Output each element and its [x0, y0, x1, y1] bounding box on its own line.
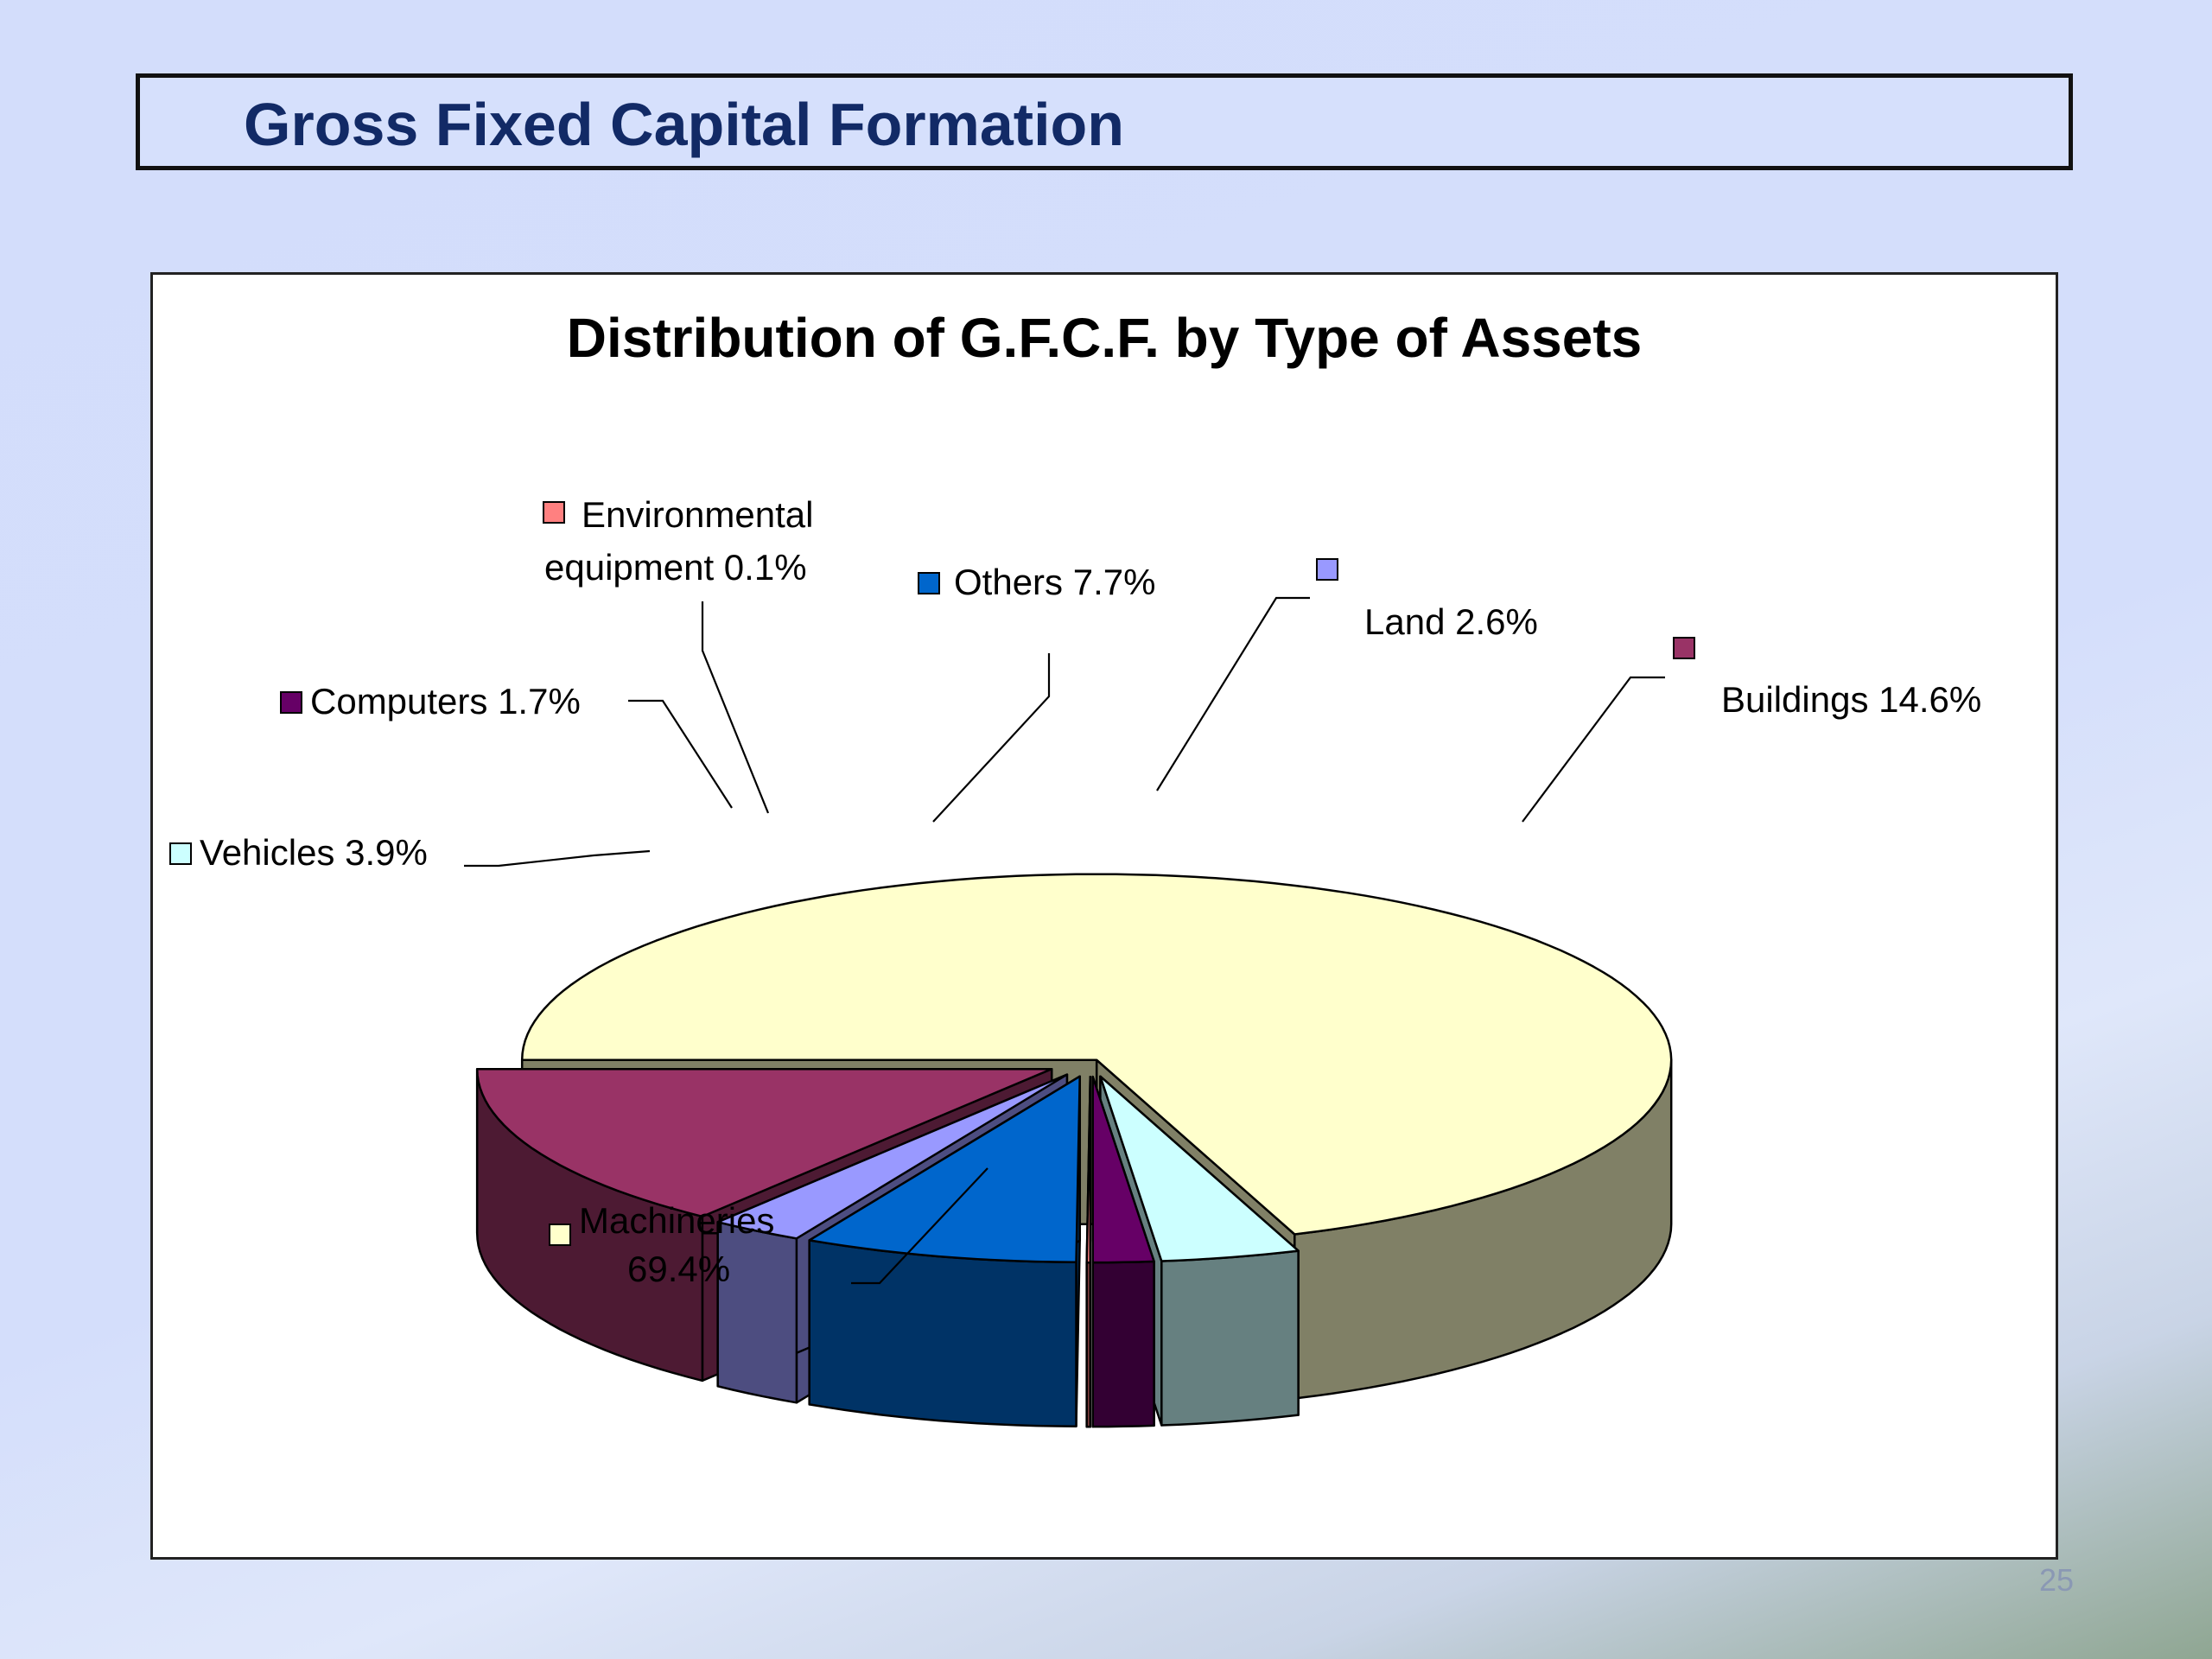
- leader-line-buildings: [1522, 676, 1665, 823]
- data-label-environmental-equipment-line2: equipment 0.1%: [544, 547, 807, 588]
- page-number: 25: [2039, 1562, 2075, 1598]
- pie-chart: Distribution of G.F.C.F. by Type of Asse…: [169, 307, 1981, 1428]
- leader-line-land: [1156, 596, 1310, 791]
- label-swatch-others: [918, 572, 940, 594]
- leader-line-machineries: [851, 1167, 988, 1285]
- label-swatch-vehicles: [169, 842, 192, 865]
- pie-slice-environmental-equipment: [1085, 1075, 1092, 1428]
- label-swatch-machineries: [549, 1224, 571, 1246]
- pie-slices: [475, 873, 1673, 1428]
- label-swatch-buildings: [1673, 637, 1695, 659]
- label-others: Others 7.7%: [918, 562, 1155, 823]
- label-environmental-equipment: Environmental equipment 0.1%: [543, 494, 813, 814]
- pie-labels: Machineries 69.4% Vehicles 3.9% Computers 1…: [169, 494, 1981, 1289]
- data-label-buildings: Buildings 14.6%: [1721, 679, 1981, 720]
- label-swatch-environmental-equipment: [543, 501, 565, 524]
- leader-line-environmental-equipment: [701, 601, 770, 814]
- label-buildings: Buildings 14.6%: [1522, 637, 1981, 823]
- data-label-land: Land 2.6%: [1364, 601, 1538, 642]
- label-swatch-computers: [280, 691, 302, 714]
- pie-slice-others: [808, 1075, 1081, 1427]
- chart-title: Distribution of G.F.C.F. by Type of Asse…: [567, 307, 1643, 369]
- slide-title: Gross Fixed Capital Formation: [244, 91, 1125, 158]
- leader-line-vehicles: [464, 849, 651, 868]
- data-label-machineries: Machineries: [579, 1200, 774, 1241]
- label-computers: Computers 1.7%: [280, 681, 733, 809]
- data-label-environmental-equipment: Environmental: [582, 494, 813, 535]
- data-label-computers: Computers 1.7%: [310, 681, 581, 721]
- leader-line-computers: [628, 699, 733, 809]
- slide-title-box: Gross Fixed Capital Formation: [136, 73, 2073, 170]
- leader-line-others: [932, 653, 1051, 823]
- data-label-vehicles: Vehicles 3.9%: [200, 832, 428, 873]
- data-label-machineries-line2: 69.4%: [627, 1249, 730, 1289]
- chart-panel: Distribution of G.F.C.F. by Type of Asse…: [150, 272, 2058, 1560]
- label-vehicles: Vehicles 3.9%: [169, 832, 651, 873]
- label-swatch-land: [1316, 558, 1338, 581]
- label-machineries: Machineries 69.4%: [549, 1167, 988, 1289]
- data-label-others: Others 7.7%: [954, 562, 1155, 602]
- pie-slice-computers: [1091, 1075, 1155, 1428]
- label-land: Land 2.6%: [1156, 558, 1538, 791]
